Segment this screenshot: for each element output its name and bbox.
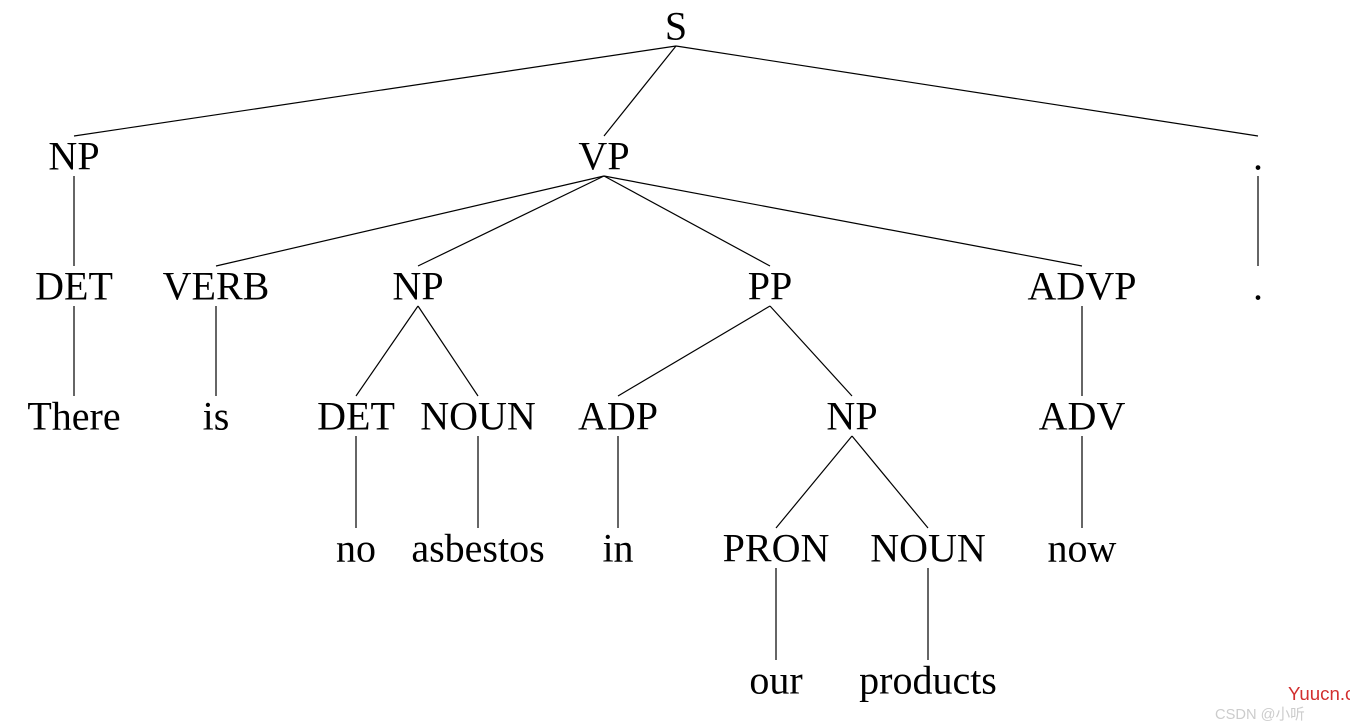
tree-node-no: no <box>336 525 376 572</box>
tree-edge <box>74 46 676 136</box>
tree-node-np3: NP <box>826 393 877 440</box>
tree-edge <box>770 306 852 396</box>
tree-edge <box>356 306 418 396</box>
tree-node-pron: PRON <box>723 525 830 572</box>
tree-node-verb: VERB <box>163 263 270 310</box>
tree-edge <box>776 436 852 528</box>
tree-edge <box>604 176 1082 266</box>
tree-node-adv: ADV <box>1039 393 1126 440</box>
tree-node-there: There <box>27 393 120 440</box>
tree-edge <box>852 436 928 528</box>
tree-node-asbestos: asbestos <box>411 525 544 572</box>
tree-edge <box>418 306 478 396</box>
tree-node-advp: ADVP <box>1028 263 1137 310</box>
tree-edge <box>418 176 604 266</box>
tree-node-products: products <box>859 657 997 704</box>
tree-node-np1: NP <box>48 133 99 180</box>
tree-node-noun2: NOUN <box>870 525 986 572</box>
tree-edge <box>604 46 676 136</box>
tree-node-in: in <box>602 525 633 572</box>
tree-node-now: now <box>1048 525 1117 572</box>
tree-node-our: our <box>749 657 802 704</box>
watermark-text: Yuucn.com <box>1288 683 1350 705</box>
parse-tree-edges <box>0 0 1350 722</box>
tree-node-dot1: . <box>1253 133 1263 180</box>
tree-node-dot2: . <box>1253 263 1263 310</box>
tree-node-adp: ADP <box>578 393 658 440</box>
tree-edge <box>676 46 1258 136</box>
tree-node-noun1: NOUN <box>420 393 536 440</box>
tree-node-det1: DET <box>35 263 113 310</box>
tree-edge <box>216 176 604 266</box>
tree-node-vp: VP <box>578 133 629 180</box>
tree-node-pp: PP <box>748 263 793 310</box>
tree-node-s: S <box>665 3 687 50</box>
watermark-text: CSDN @小听 <box>1215 703 1305 724</box>
tree-edge <box>604 176 770 266</box>
tree-node-is: is <box>203 393 230 440</box>
tree-node-np2: NP <box>392 263 443 310</box>
tree-edge <box>618 306 770 396</box>
tree-node-det2: DET <box>317 393 395 440</box>
